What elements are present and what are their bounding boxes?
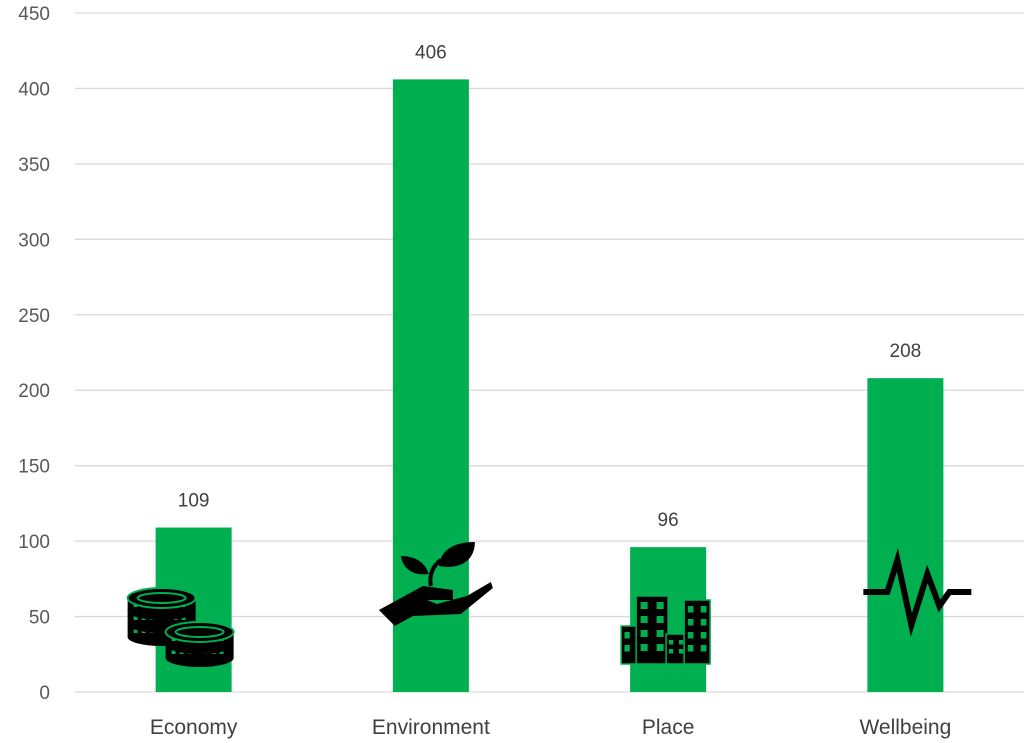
data-label: 208 (890, 341, 922, 362)
coins-icon (126, 587, 235, 667)
y-tick-label: 100 (18, 532, 50, 553)
data-label: 109 (178, 491, 210, 512)
category-label: Environment (372, 716, 490, 739)
y-tick-label: 250 (18, 306, 50, 327)
y-tick-label: 0 (39, 683, 50, 704)
y-tick-label: 50 (29, 608, 50, 629)
y-tick-label: 400 (18, 79, 50, 100)
y-tick-label: 150 (18, 457, 50, 478)
x-axis-category-labels: Economy Environment Place Wellbeing (150, 716, 951, 739)
y-tick-label: 350 (18, 155, 50, 176)
y-tick-label: 200 (18, 381, 50, 402)
bar-icons (126, 542, 972, 667)
heartbeat-icon (863, 548, 972, 637)
y-tick-label: 300 (18, 230, 50, 251)
bar-wellbeing (867, 378, 944, 692)
data-label: 406 (415, 42, 447, 63)
gridlines (75, 12, 1024, 693)
bars (155, 79, 944, 692)
y-axis-tick-labels: 0 50 100 150 200 250 300 350 400 450 (18, 4, 50, 704)
category-label: Place (642, 716, 695, 739)
category-label: Wellbeing (859, 716, 951, 739)
plant-in-hand-icon (378, 542, 493, 626)
y-tick-label: 450 (18, 4, 50, 25)
buildings-icon (620, 595, 711, 665)
data-labels: 109 406 96 208 (178, 42, 921, 531)
data-label: 96 (658, 510, 679, 531)
category-label: Economy (150, 716, 238, 739)
